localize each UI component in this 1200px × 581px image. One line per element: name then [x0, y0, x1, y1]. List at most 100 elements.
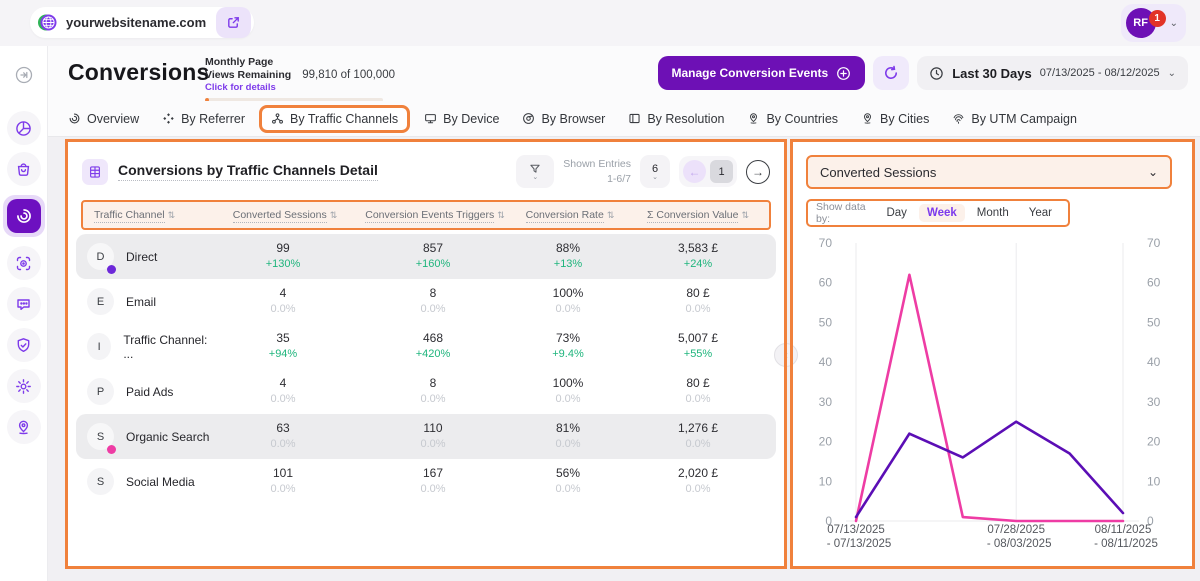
- click-for-details-link[interactable]: Click for details: [205, 82, 276, 94]
- svg-text:20: 20: [1147, 435, 1161, 449]
- cell-conversion-rate: 73% +9.4%: [552, 330, 584, 361]
- sidebar-item-conversions-active[interactable]: [2, 195, 45, 237]
- tab-label: Overview: [87, 111, 140, 126]
- column-header-converted-sessions[interactable]: Converted Sessions ⇅: [232, 209, 338, 223]
- tab-by-resolution[interactable]: By Resolution: [628, 112, 724, 126]
- chevron-down-icon: ⌄: [532, 174, 539, 181]
- sort-icon[interactable]: ⇅: [741, 210, 750, 220]
- top-bar: yourwebsitename.com ⌄ RF 1 ⌄: [0, 0, 1200, 46]
- svg-text:- 08/03/2025: - 08/03/2025: [987, 538, 1052, 550]
- traffic-channels-table-panel: Conversions by Traffic Channels Detail ⌄…: [65, 139, 787, 569]
- sidebar-item-ecommerce[interactable]: [6, 152, 41, 186]
- interval-day[interactable]: Day: [886, 207, 907, 219]
- page-size-select[interactable]: 6 ⌄: [640, 155, 670, 188]
- notification-badge: 1: [1148, 10, 1166, 27]
- tab-by-cities[interactable]: By Cities: [861, 112, 929, 126]
- chart-panel: Converted Sessions ⌄ Show data by: Day W…: [790, 139, 1195, 569]
- column-header-conversion-rate[interactable]: Conversion Rate ⇅: [525, 209, 615, 223]
- chevron-down-icon: ⌄: [1167, 67, 1176, 79]
- table-row-social-media[interactable]: S Social Media 101 0.0% 167 0.0% 56% 0.0% 2,…: [76, 459, 776, 504]
- sidebar-collapse-button[interactable]: [7, 58, 41, 92]
- sort-icon[interactable]: ⇅: [497, 210, 505, 220]
- prev-page-button[interactable]: ←: [683, 160, 706, 183]
- channel-label: Direct: [126, 249, 158, 264]
- table-row-traffic-channel[interactable]: I Traffic Channel: ... 35 +94% 468 +420% 73…: [76, 324, 776, 369]
- cell-conversion-value: 1,276 £0.0%: [677, 420, 719, 451]
- page-views-quota[interactable]: Monthly Page Views Remaining 99,810 of 1…: [205, 56, 395, 103]
- table-row-email[interactable]: E Email 4 0.0% 8 0.0% 100% 0.0% 80 £0.0%: [76, 279, 776, 324]
- sidebar-item-feedback[interactable]: [6, 287, 41, 321]
- open-website-button[interactable]: [216, 7, 251, 38]
- interval-year[interactable]: Year: [1028, 207, 1052, 219]
- manage-conversion-events-button[interactable]: Manage Conversion Events: [657, 56, 866, 90]
- page-views-progress: [205, 98, 383, 103]
- svg-text:0: 0: [1147, 514, 1154, 528]
- sidebar-item-dashboard[interactable]: [6, 111, 41, 145]
- column-header-conversion-value[interactable]: Σ Conversion Value ⇅: [646, 209, 750, 223]
- cell-converted-sessions: 99 +130%: [265, 240, 301, 271]
- metric-dropdown[interactable]: Converted Sessions ⌄: [806, 155, 1172, 189]
- tab-label: By UTM Campaign: [971, 111, 1077, 126]
- map-pin-icon: [18, 420, 29, 434]
- period-range: 07/13/2025 - 08/12/2025: [1039, 67, 1160, 79]
- interval-week[interactable]: Week: [918, 204, 965, 222]
- focus-eye-icon: [16, 256, 31, 270]
- table-row-direct[interactable]: D Direct 99 +130% 857 +160% 88% +13% 3,583 £…: [76, 234, 776, 279]
- cell-converted-sessions: 101 0.0%: [270, 465, 296, 496]
- filter-button[interactable]: ⌄: [516, 155, 555, 188]
- sidebar-item-session-recordings[interactable]: [6, 246, 41, 280]
- refresh-button[interactable]: [873, 56, 910, 90]
- external-link-icon: [228, 17, 239, 28]
- tab-by-traffic-channels[interactable]: By Traffic Channels: [259, 104, 411, 133]
- svg-text:- 07/13/2025: - 07/13/2025: [827, 538, 892, 550]
- sort-icon[interactable]: ⇅: [606, 210, 615, 220]
- cell-events-triggers: 167 0.0%: [420, 465, 446, 496]
- sidebar-item-locations[interactable]: [6, 410, 41, 444]
- chat-bubble-icon: [17, 298, 30, 310]
- column-header-traffic-channel[interactable]: Traffic Channel ⇅: [94, 209, 176, 223]
- tab-label: By Referrer: [181, 111, 245, 126]
- tab-overview[interactable]: Overview: [68, 112, 139, 126]
- sort-icon[interactable]: ⇅: [329, 210, 338, 220]
- page-title: Conversions: [68, 59, 210, 85]
- shown-entries-value: 1-6/7: [607, 172, 631, 185]
- browser-icon: [523, 113, 535, 124]
- panel-border-strip: [784, 342, 787, 368]
- period-label: Last 30 Days: [952, 65, 1032, 81]
- svg-text:08/11/2025: 08/11/2025: [1095, 524, 1152, 536]
- hub-icon: [272, 113, 283, 124]
- current-page[interactable]: 1: [710, 160, 733, 183]
- sort-icon[interactable]: ⇅: [167, 210, 176, 220]
- table-panel-title: Conversions by Traffic Channels Detail: [118, 162, 378, 181]
- tab-by-browser[interactable]: By Browser: [522, 112, 605, 126]
- tab-by-device[interactable]: By Device: [424, 112, 499, 126]
- sidebar-item-settings[interactable]: [6, 369, 41, 403]
- cell-conversion-rate: 56% 0.0%: [555, 465, 581, 496]
- table-row-organic-search[interactable]: S Organic Search 63 0.0% 110 0.0% 81% 0.0% 1…: [76, 414, 776, 459]
- sidebar-item-privacy[interactable]: [6, 328, 41, 362]
- cell-conversion-value: 3,583 £ +24%: [677, 240, 719, 271]
- column-header-conversion-events-triggers[interactable]: Conversion Events Triggers ⇅: [365, 209, 505, 223]
- tab-by-referrer[interactable]: By Referrer: [162, 112, 245, 126]
- svg-text:50: 50: [819, 315, 833, 329]
- table-row-paid-ads[interactable]: P Paid Ads 4 0.0% 8 0.0% 100% 0.0% 80 £0.0%: [76, 369, 776, 414]
- next-page-button[interactable]: →: [746, 159, 770, 184]
- referrer-icon: [163, 113, 174, 124]
- globe-icon: [38, 14, 57, 31]
- svg-text:10: 10: [819, 474, 833, 488]
- svg-text:30: 30: [1147, 395, 1161, 409]
- svg-text:70: 70: [819, 236, 833, 250]
- tab-by-utm-campaign[interactable]: By UTM Campaign: [952, 112, 1077, 126]
- user-menu[interactable]: RF 1 ⌄: [1120, 4, 1186, 42]
- interval-month[interactable]: Month: [976, 207, 1009, 219]
- svg-text:20: 20: [819, 435, 833, 449]
- cell-events-triggers: 8 0.0%: [420, 375, 446, 406]
- conversions-spiral-icon: [16, 209, 31, 223]
- tab-by-countries[interactable]: By Countries: [747, 112, 838, 126]
- svg-text:70: 70: [1147, 236, 1161, 250]
- channel-label: Email: [126, 294, 157, 309]
- date-range-picker[interactable]: Last 30 Days 07/13/2025 - 08/12/2025 ⌄: [917, 56, 1188, 90]
- cell-conversion-value: 80 £0.0%: [685, 285, 711, 316]
- cell-converted-sessions: 4 0.0%: [270, 285, 296, 316]
- svg-text:0: 0: [825, 514, 832, 528]
